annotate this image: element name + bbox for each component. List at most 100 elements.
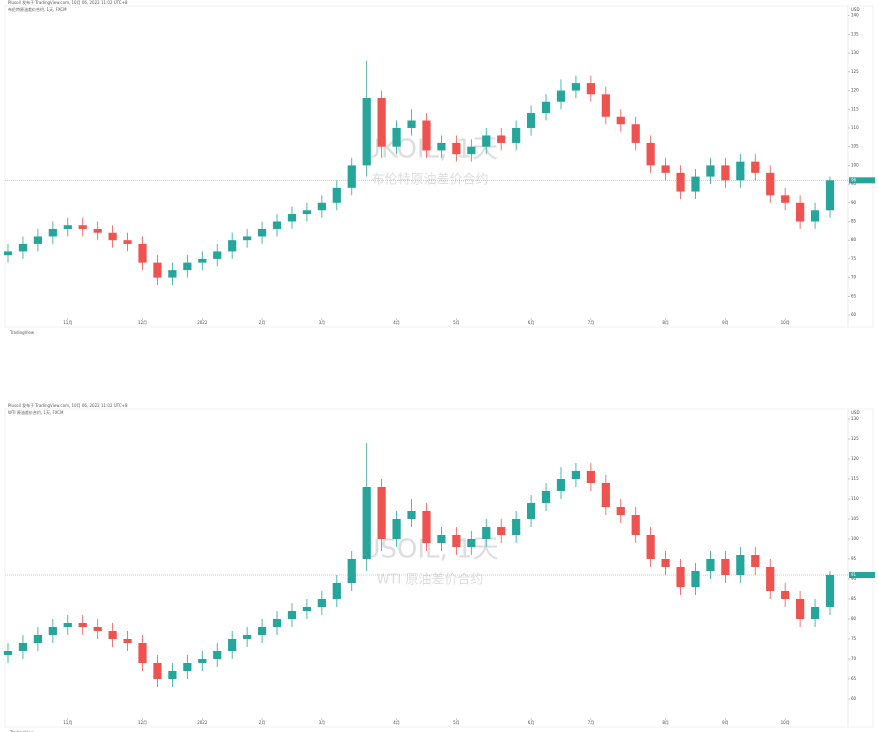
candle-body: [482, 527, 491, 539]
candle-body: [601, 94, 610, 117]
candle-body: [646, 142, 655, 166]
candle-body: [571, 83, 581, 91]
y-tick-label: 95: [851, 556, 857, 561]
candle-body: [706, 165, 715, 177]
x-tick-label: 2月: [259, 720, 266, 725]
y-tick-label: 100: [851, 536, 859, 541]
y-tick-label: 140: [851, 13, 859, 18]
candle-body: [422, 120, 431, 151]
candle-body: [138, 643, 147, 663]
candle-body: [272, 619, 282, 627]
candle-body: [153, 262, 162, 278]
x-tick-label: 4月: [393, 720, 400, 725]
y-tick-label: 120: [851, 88, 859, 93]
x-tick-label: 2022: [197, 720, 208, 725]
x-tick-label: 3月: [319, 720, 326, 725]
candle-body: [347, 559, 356, 583]
candle-body: [467, 146, 476, 155]
y-tick-label: 90: [851, 200, 857, 205]
candle-body: [556, 479, 566, 491]
candle-body: [586, 471, 595, 483]
candle-body: [33, 635, 43, 643]
candle-body: [497, 135, 506, 143]
header: Plusoil 发布于 TradingView.com, 10月 06, 202…: [8, 402, 128, 408]
candle-body: [781, 591, 790, 599]
candle-body: [407, 120, 416, 128]
watermark-subtitle: 布伦特原油差价合约: [371, 173, 488, 188]
x-tick-label: 9月: [722, 320, 729, 325]
candle-body: [168, 671, 177, 679]
candle-body: [482, 135, 491, 147]
candle-body: [18, 643, 28, 651]
x-tick-label: 10月: [781, 720, 790, 725]
candle-body: [601, 483, 610, 507]
candle-body: [213, 651, 222, 659]
candle-body: [317, 599, 326, 607]
candle-body: [108, 232, 117, 241]
last-price-box: [849, 572, 875, 578]
y-tick-label: 125: [851, 436, 859, 441]
candle-body: [721, 559, 730, 575]
candle-body: [676, 567, 685, 587]
y-tick-label: 70: [851, 656, 857, 661]
x-tick-label: 2月: [259, 320, 266, 325]
y-tick-label: 115: [851, 106, 859, 111]
candle-body: [302, 210, 312, 214]
candle-body: [541, 101, 551, 113]
candle-body: [526, 503, 536, 519]
x-tick-label: 7月: [588, 320, 595, 325]
candle-body: [18, 243, 28, 252]
candle-body: [825, 575, 835, 607]
candle-body: [198, 258, 207, 263]
candle-body: [362, 98, 371, 166]
candle-body: [810, 210, 820, 222]
candle-body: [586, 83, 595, 95]
x-tick-label: 8月: [662, 320, 669, 325]
candle-body: [228, 240, 237, 252]
candle-body: [751, 161, 760, 173]
candle-body: [332, 187, 341, 203]
x-tick-label: 7月: [588, 720, 595, 725]
candle-body: [437, 535, 446, 543]
candle-body: [93, 228, 102, 233]
x-tick-label: 11月: [63, 720, 72, 725]
plot-border: [4, 408, 874, 728]
candle-body: [272, 221, 282, 229]
y-tick-label: 65: [851, 676, 857, 681]
candle-body: [123, 240, 132, 244]
y-tick-label: 110: [851, 496, 859, 501]
x-tick-label: 2022: [197, 320, 208, 325]
candle-body: [198, 659, 207, 663]
candle-body: [571, 471, 581, 479]
candle-body: [676, 172, 685, 192]
candle-body: [452, 535, 461, 547]
candle-body: [631, 124, 640, 143]
y-tick-label: 90: [851, 576, 857, 581]
last-price-label: 96: [851, 177, 857, 182]
y-tick-label: 85: [851, 596, 857, 601]
candle-body: [721, 165, 730, 181]
x-tick-label: 12月: [138, 320, 147, 325]
last-price-label: 91: [851, 572, 857, 577]
candle-body: [243, 236, 252, 241]
plot-border: [4, 5, 874, 328]
y-tick-label: 80: [851, 237, 857, 242]
y-tick-label: 65: [851, 293, 857, 298]
y-tick-label: 75: [851, 636, 857, 641]
candle-body: [3, 651, 13, 655]
y-tick-label: 60: [851, 696, 857, 701]
candle-body: [63, 623, 72, 627]
candle-body: [257, 627, 267, 635]
y-tick-label: 95: [851, 181, 857, 186]
y-tick-label: 60: [851, 312, 857, 317]
candle-body: [183, 663, 192, 671]
candle-body: [691, 571, 700, 587]
candle-body: [437, 142, 446, 151]
candle-body: [661, 165, 670, 173]
candle-body: [287, 214, 297, 222]
candle-body: [795, 599, 805, 619]
y-tick-label: 125: [851, 69, 859, 74]
y-tick-label: 115: [851, 476, 859, 481]
